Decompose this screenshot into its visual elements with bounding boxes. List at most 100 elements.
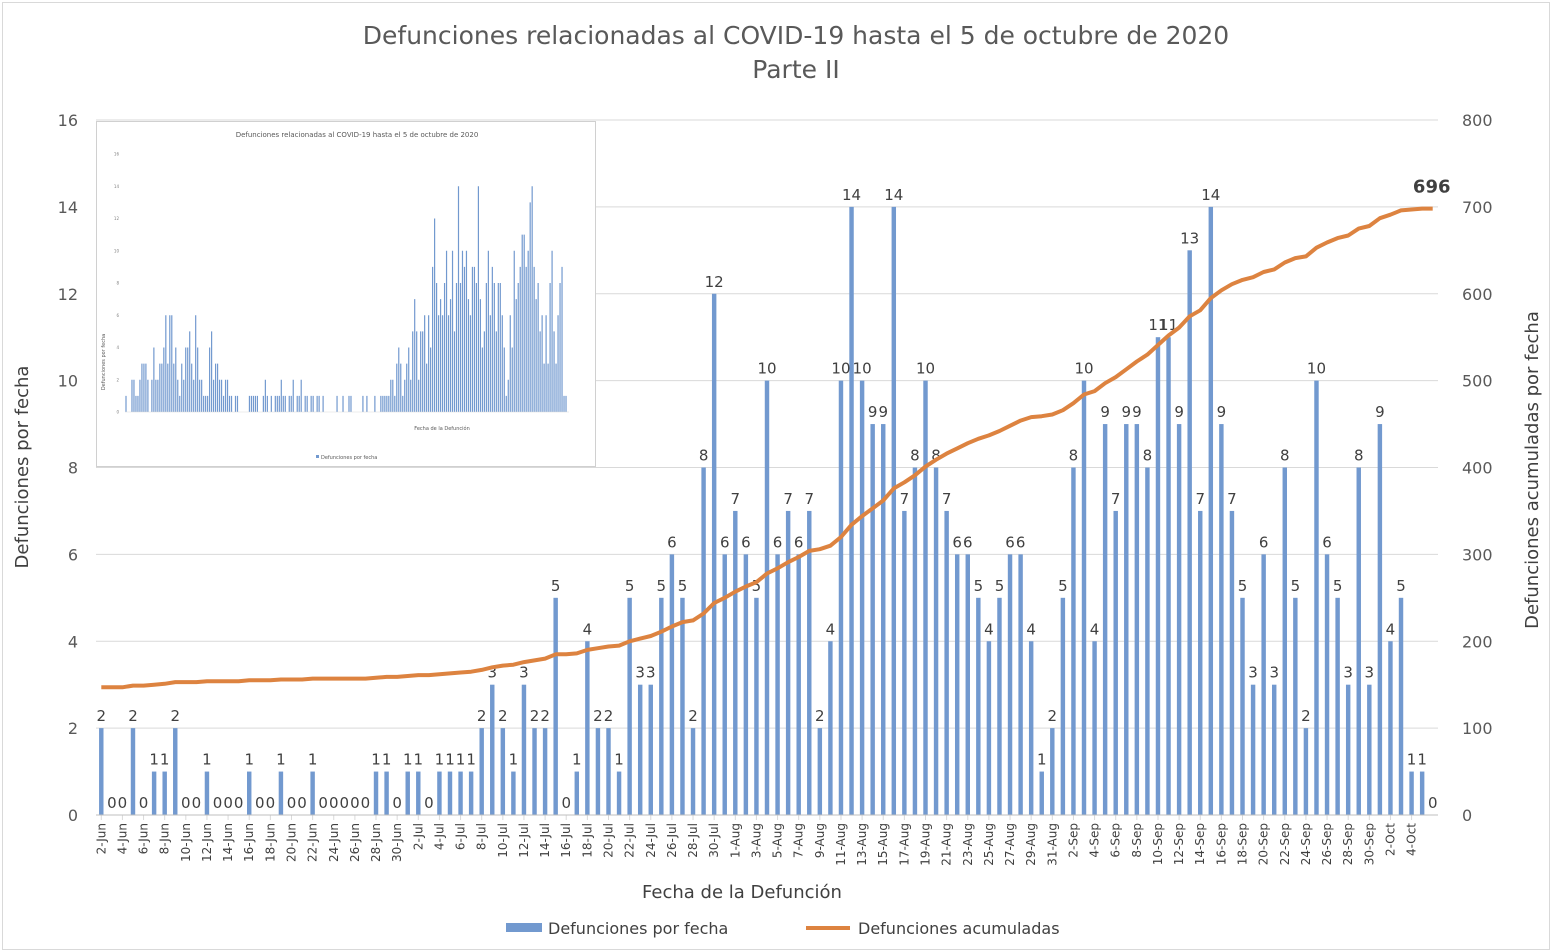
bar	[1039, 771, 1044, 815]
data-label: 0	[255, 794, 265, 812]
x-axis-ticks: 2-Jun 4-Jun 6-Jun 8-Jun 10-Jun 12-Jun 14-Jun 16…	[94, 814, 1438, 866]
inset-bar	[475, 283, 478, 412]
data-label: 3	[635, 664, 645, 682]
bar	[1060, 597, 1066, 815]
inset-bar	[384, 395, 386, 412]
bar	[1377, 424, 1383, 815]
inset-title: Defunciones relacionadas al COVID-19 has…	[236, 131, 479, 139]
inset-bar	[445, 250, 448, 412]
inset-bar	[394, 395, 396, 412]
bar	[838, 380, 844, 815]
inset-bar	[523, 234, 525, 412]
inset-bar	[547, 363, 549, 412]
inset-bar	[553, 331, 555, 412]
cumulative-line-series: 6 9 6	[101, 177, 1451, 690]
inset-bar	[487, 250, 489, 412]
x-tick-label: 10-Jun	[179, 823, 193, 862]
bar	[1208, 206, 1214, 815]
y2-tick-label: 500	[1462, 372, 1493, 391]
y2-tick-label: 100	[1462, 719, 1493, 738]
inset-bar	[304, 395, 306, 412]
bar	[1324, 554, 1330, 815]
inset-bar	[501, 315, 503, 412]
inset-bar	[424, 315, 426, 412]
inset-y-tick-label: 6	[116, 313, 119, 318]
inset-bar	[525, 266, 527, 412]
inset-bar	[177, 379, 179, 412]
x-tick-label: 22-Jun	[306, 823, 320, 862]
bar	[1229, 510, 1235, 815]
y-tick-label: 14	[58, 198, 78, 217]
bar	[1176, 424, 1182, 815]
x-tick-label: 16-Jul	[559, 823, 573, 858]
inset-bar	[463, 266, 466, 412]
inset-bar	[491, 266, 493, 412]
x-tick-label: 4-Oct	[1405, 823, 1419, 856]
data-label: 12	[705, 273, 724, 291]
data-label: 2	[1048, 707, 1058, 725]
x-tick-label: 11-Aug	[834, 823, 848, 866]
inset-bar	[228, 395, 231, 412]
data-label: 1	[414, 751, 424, 769]
data-label: 6	[1322, 533, 1332, 551]
inset-chart-image: Defunciones relacionadas al COVID-19 has…	[96, 121, 596, 467]
inset-bar	[137, 395, 139, 412]
inset-bar	[185, 347, 187, 412]
inset-bar	[493, 283, 495, 412]
inset-bar	[218, 379, 221, 412]
data-label: 2	[530, 707, 540, 725]
inset-bar	[145, 363, 147, 412]
y-tick-label: 16	[58, 111, 78, 130]
inset-bar	[537, 283, 539, 412]
x-tick-label: 5-Aug	[771, 823, 785, 858]
inset-bar	[533, 266, 535, 412]
x-tick-label: 4-Sep	[1088, 823, 1102, 858]
y2-tick-label: 0	[1462, 806, 1472, 825]
data-label: 0	[234, 794, 244, 812]
inset-bar	[374, 395, 376, 412]
data-label: 0	[266, 794, 276, 812]
y-axis-label: Defunciones por fecha	[12, 366, 33, 569]
bar	[162, 771, 167, 815]
inset-bar	[171, 315, 173, 412]
data-label: 7	[731, 490, 741, 508]
inset-bar	[213, 379, 215, 412]
inset-bar	[410, 379, 412, 412]
inset-bar	[555, 363, 557, 412]
inset-bar	[543, 363, 545, 412]
inset-bar	[153, 347, 155, 412]
bar	[817, 728, 823, 815]
bar	[542, 728, 548, 815]
inset-bar	[264, 379, 266, 412]
data-label: 2	[604, 707, 614, 725]
x-tick-label: 17-Aug	[897, 823, 911, 866]
inset-bar	[535, 299, 537, 412]
y-tick-label: 2	[68, 719, 78, 738]
x-tick-label: 6-Jun	[137, 823, 151, 854]
y2-tick-label: 800	[1462, 111, 1493, 130]
inset-bar	[256, 395, 259, 412]
data-label: 3	[519, 664, 529, 682]
inset-x-label: Fecha de la Defunción	[414, 425, 470, 432]
inset-bar	[234, 395, 237, 412]
data-label: 9	[1217, 403, 1227, 421]
inset-bar	[551, 250, 553, 412]
data-label: 2	[688, 707, 698, 725]
bar	[733, 510, 738, 815]
bar	[204, 771, 210, 815]
y-tick-label: 8	[68, 459, 78, 478]
inset-bar	[167, 363, 169, 412]
bar	[1134, 424, 1140, 815]
y-tick-label: 10	[58, 372, 78, 391]
x-tick-label: 20-Sep	[1257, 823, 1271, 865]
data-label: 9	[1122, 403, 1132, 421]
x-tick-label: 12-Sep	[1172, 823, 1186, 865]
inset-bar	[139, 379, 141, 412]
bar	[553, 597, 558, 815]
data-label: 1	[509, 751, 519, 769]
bar	[881, 424, 886, 815]
inset-bar	[426, 363, 428, 412]
legend-label-line: Defunciones acumuladas	[858, 919, 1060, 938]
data-label: 10	[853, 360, 872, 378]
inset-bar	[388, 395, 390, 412]
